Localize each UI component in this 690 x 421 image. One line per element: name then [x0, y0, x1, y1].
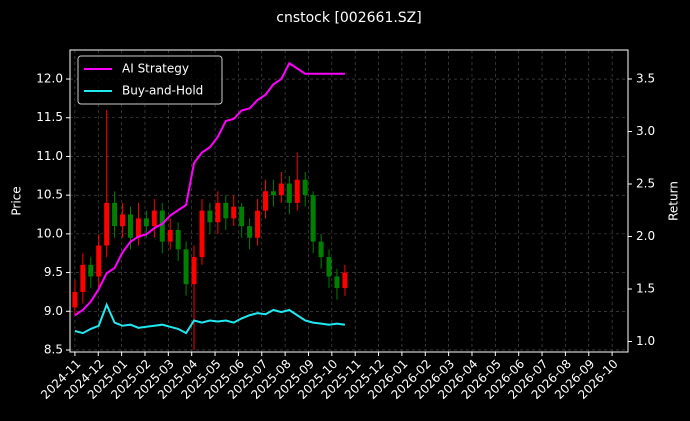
candle-body	[175, 229, 181, 250]
candle-body	[270, 191, 276, 196]
candle-body	[135, 218, 141, 238]
candle-body	[88, 264, 94, 277]
candle-body	[207, 210, 213, 223]
legend-label: Buy-and-Hold	[122, 84, 203, 98]
candle-body	[96, 245, 102, 277]
y2-tick-label: 1.5	[636, 281, 655, 295]
candle-body	[262, 191, 268, 211]
candle-body	[231, 206, 237, 219]
candle-body	[326, 257, 332, 277]
candle-body	[104, 202, 110, 246]
y-tick-label: 8.5	[44, 342, 63, 356]
y2-tick-label: 3.5	[636, 71, 655, 85]
y-tick-label: 9.5	[44, 265, 63, 279]
y2-tick-label: 3.0	[636, 124, 655, 138]
chart-title: cnstock [002661.SZ]	[276, 10, 421, 26]
candle-body	[120, 214, 126, 227]
candle-body	[302, 179, 308, 196]
line-series	[74, 61, 345, 317]
candle-body	[310, 195, 316, 242]
y-axis-label: Price	[10, 186, 24, 215]
y2-tick-label: 1.0	[636, 334, 655, 348]
candle-body	[334, 276, 340, 289]
candle-body	[223, 202, 229, 219]
legend-label: AI Strategy	[122, 62, 189, 76]
candle-body	[143, 218, 149, 227]
candle-body	[112, 202, 118, 227]
candle-body	[167, 229, 173, 242]
y2-tick-label: 2.0	[636, 229, 655, 243]
candle-body	[278, 183, 284, 196]
y-tick-label: 9.0	[44, 304, 63, 318]
candle-body	[183, 249, 189, 285]
candle-body	[255, 210, 261, 238]
candle-body	[80, 264, 86, 292]
y-tick-label: 11.0	[36, 149, 63, 163]
y-tick-label: 12.0	[36, 72, 63, 86]
candle-body	[191, 257, 197, 285]
candle-body	[286, 183, 292, 203]
y2-axis-label: Return	[667, 181, 681, 221]
y-tick-label: 11.5	[36, 110, 63, 124]
candle-body	[72, 291, 78, 308]
candle-body	[215, 202, 221, 223]
candle-body	[318, 241, 324, 258]
plot-frame	[69, 49, 629, 353]
candle-body	[342, 272, 348, 289]
candle-body	[239, 206, 245, 227]
candle-body	[159, 210, 165, 242]
y-tick-label: 10.5	[36, 188, 63, 202]
legend-box	[77, 55, 223, 105]
line-series	[74, 302, 346, 335]
candle-body	[199, 210, 205, 258]
y2-tick-label: 2.5	[636, 176, 655, 190]
candle-body	[151, 210, 157, 227]
candle-body	[294, 179, 300, 203]
candle-body	[247, 226, 253, 238]
candle-body	[127, 214, 133, 238]
y-tick-label: 10.0	[36, 226, 63, 240]
